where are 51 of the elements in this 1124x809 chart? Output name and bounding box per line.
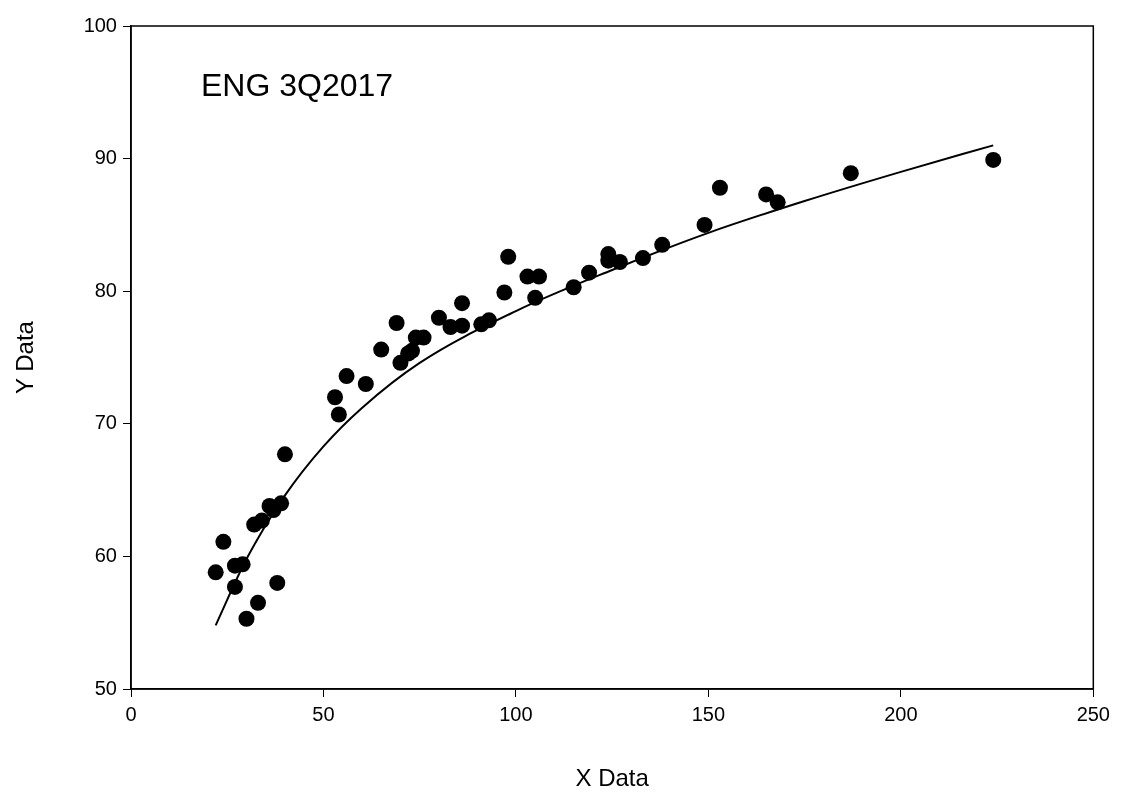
line-series — [214, 144, 995, 627]
x-tick-label: 250 — [1076, 702, 1110, 725]
point — [454, 295, 471, 312]
point — [404, 342, 420, 359]
y-tick-label: 90 — [94, 146, 117, 169]
y-tick-label: 80 — [94, 278, 117, 301]
x-tick-label: 150 — [691, 702, 726, 725]
point — [500, 248, 517, 265]
point — [430, 309, 447, 326]
point — [769, 194, 786, 211]
point — [238, 610, 255, 627]
point — [565, 279, 582, 296]
x-tick-label: 0 — [125, 702, 137, 725]
point — [711, 179, 728, 196]
y-tick-label: 50 — [94, 676, 117, 699]
point — [373, 341, 390, 358]
point — [338, 368, 355, 385]
x-axis-title: X Data — [575, 764, 650, 792]
point — [985, 151, 1002, 168]
point — [454, 317, 471, 334]
point — [496, 284, 513, 301]
y-tick-label: 100 — [83, 13, 117, 36]
point — [758, 186, 775, 203]
point — [611, 254, 628, 271]
point — [480, 312, 497, 329]
point — [581, 264, 598, 281]
point — [531, 268, 548, 285]
x-tick-label: 50 — [312, 702, 335, 725]
point — [250, 594, 267, 611]
point — [226, 578, 243, 595]
point — [654, 236, 671, 253]
point — [696, 216, 713, 233]
y-tick-label: 70 — [94, 411, 117, 434]
point — [215, 533, 232, 550]
point — [634, 250, 651, 267]
x-tick-label: 200 — [884, 702, 918, 725]
y-axis-title: Y Data — [11, 320, 39, 394]
point — [253, 512, 270, 529]
point — [207, 564, 224, 581]
annotation: ENG 3Q2017 — [201, 66, 394, 103]
point — [527, 289, 544, 306]
point — [357, 376, 374, 393]
point — [276, 446, 293, 463]
point — [273, 495, 290, 512]
point — [269, 574, 286, 591]
y-tick-label: 60 — [94, 543, 117, 566]
point — [842, 165, 859, 182]
point — [330, 406, 347, 423]
point — [327, 389, 344, 406]
point — [388, 315, 405, 332]
x-tick-label: 100 — [499, 702, 533, 725]
